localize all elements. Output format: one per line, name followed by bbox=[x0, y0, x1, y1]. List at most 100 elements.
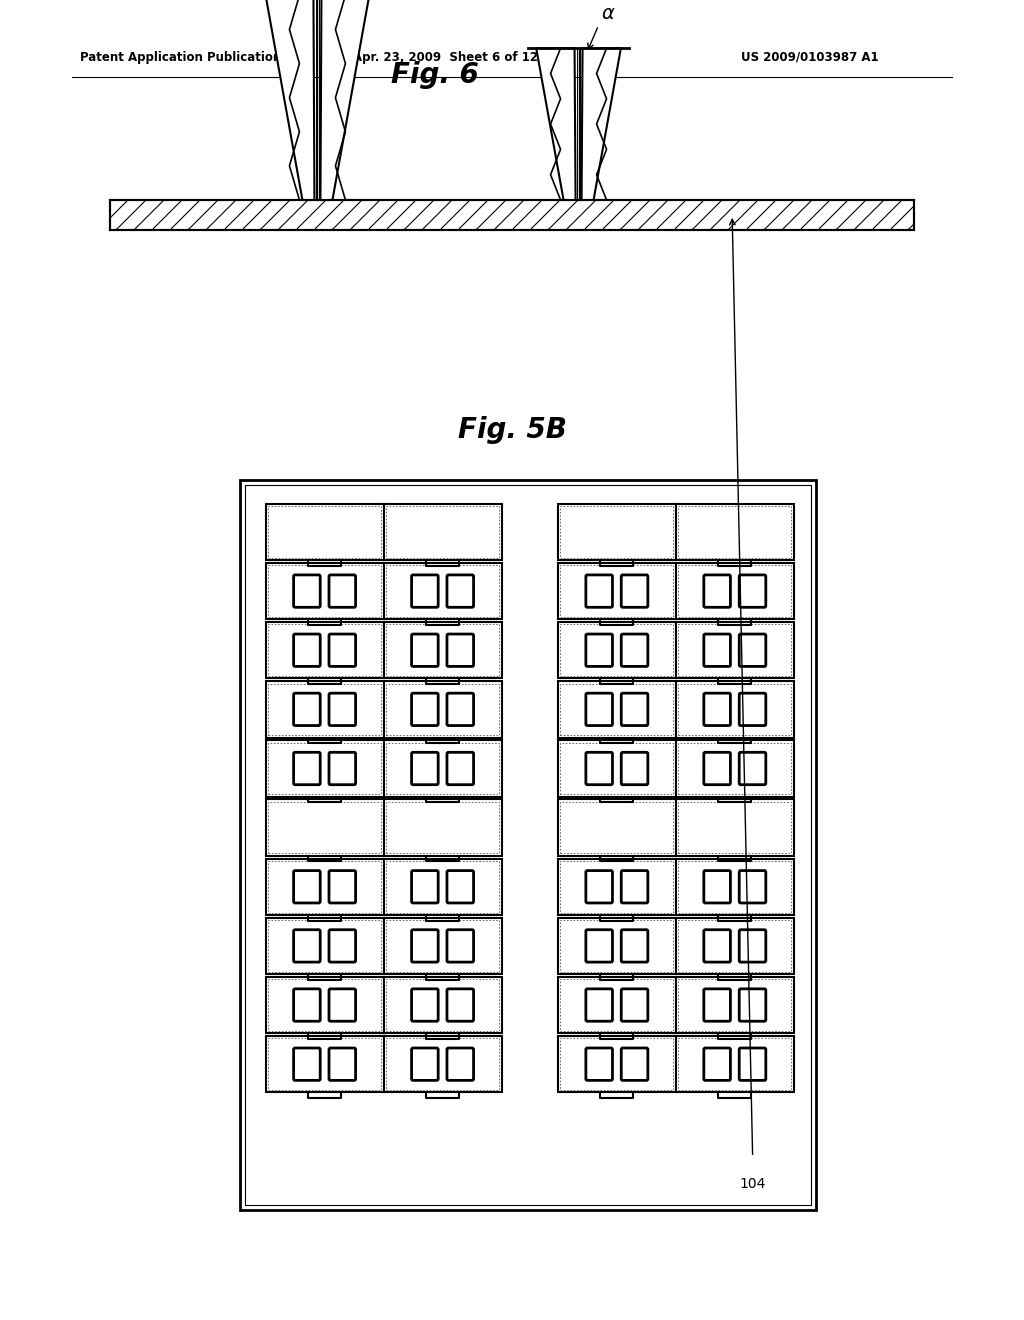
Bar bbox=[268, 979, 381, 1031]
Text: $\alpha$: $\alpha$ bbox=[601, 4, 615, 22]
FancyBboxPatch shape bbox=[412, 989, 438, 1022]
Bar bbox=[265, 917, 384, 974]
FancyBboxPatch shape bbox=[446, 693, 473, 726]
Bar bbox=[558, 858, 676, 915]
FancyBboxPatch shape bbox=[586, 929, 612, 962]
Bar bbox=[678, 801, 792, 854]
Bar bbox=[676, 562, 794, 619]
FancyBboxPatch shape bbox=[739, 929, 766, 962]
Bar bbox=[560, 624, 674, 676]
FancyBboxPatch shape bbox=[586, 634, 612, 667]
FancyBboxPatch shape bbox=[412, 929, 438, 962]
FancyBboxPatch shape bbox=[586, 1048, 612, 1080]
Polygon shape bbox=[537, 49, 575, 199]
FancyBboxPatch shape bbox=[294, 989, 321, 1022]
Bar bbox=[265, 504, 384, 560]
Bar bbox=[676, 800, 794, 855]
Bar bbox=[558, 917, 676, 974]
Bar bbox=[265, 800, 384, 855]
Bar bbox=[265, 977, 384, 1034]
Bar bbox=[386, 684, 499, 735]
FancyBboxPatch shape bbox=[294, 1048, 321, 1080]
FancyBboxPatch shape bbox=[412, 576, 438, 607]
Bar bbox=[386, 624, 499, 676]
Bar bbox=[386, 861, 499, 912]
Bar bbox=[268, 624, 381, 676]
FancyBboxPatch shape bbox=[446, 929, 473, 962]
Bar bbox=[265, 681, 384, 738]
Bar bbox=[268, 743, 381, 795]
Bar bbox=[384, 504, 502, 560]
Bar bbox=[560, 801, 674, 854]
Bar bbox=[265, 858, 384, 915]
FancyBboxPatch shape bbox=[329, 693, 355, 726]
FancyBboxPatch shape bbox=[329, 871, 355, 903]
Bar bbox=[558, 504, 676, 560]
Bar bbox=[676, 977, 794, 1034]
FancyBboxPatch shape bbox=[412, 634, 438, 667]
FancyBboxPatch shape bbox=[586, 576, 612, 607]
FancyBboxPatch shape bbox=[739, 1048, 766, 1080]
Bar bbox=[560, 979, 674, 1031]
FancyBboxPatch shape bbox=[703, 752, 730, 784]
Bar bbox=[560, 920, 674, 972]
FancyBboxPatch shape bbox=[294, 752, 321, 784]
Bar bbox=[384, 917, 502, 974]
FancyBboxPatch shape bbox=[703, 871, 730, 903]
FancyBboxPatch shape bbox=[294, 634, 321, 667]
Bar bbox=[268, 1039, 381, 1090]
Bar bbox=[386, 979, 499, 1031]
FancyBboxPatch shape bbox=[294, 871, 321, 903]
FancyBboxPatch shape bbox=[622, 693, 648, 726]
Bar bbox=[558, 977, 676, 1034]
FancyBboxPatch shape bbox=[329, 752, 355, 784]
FancyBboxPatch shape bbox=[446, 1048, 473, 1080]
Bar bbox=[558, 681, 676, 738]
Bar bbox=[560, 506, 674, 558]
Bar bbox=[386, 920, 499, 972]
Bar bbox=[678, 684, 792, 735]
FancyBboxPatch shape bbox=[412, 693, 438, 726]
Bar bbox=[386, 801, 499, 854]
Polygon shape bbox=[582, 49, 621, 199]
FancyBboxPatch shape bbox=[446, 634, 473, 667]
Bar bbox=[240, 480, 816, 1210]
FancyBboxPatch shape bbox=[703, 576, 730, 607]
Bar bbox=[676, 741, 794, 797]
Bar bbox=[560, 684, 674, 735]
FancyBboxPatch shape bbox=[622, 989, 648, 1022]
FancyBboxPatch shape bbox=[586, 752, 612, 784]
Bar bbox=[678, 920, 792, 972]
FancyBboxPatch shape bbox=[294, 693, 321, 726]
FancyBboxPatch shape bbox=[703, 693, 730, 726]
Bar bbox=[268, 861, 381, 912]
Bar bbox=[384, 622, 502, 678]
FancyBboxPatch shape bbox=[329, 576, 355, 607]
Bar bbox=[678, 565, 792, 616]
Bar bbox=[558, 1036, 676, 1093]
Polygon shape bbox=[265, 0, 314, 199]
FancyBboxPatch shape bbox=[446, 752, 473, 784]
FancyBboxPatch shape bbox=[739, 871, 766, 903]
Bar bbox=[386, 1039, 499, 1090]
FancyBboxPatch shape bbox=[622, 752, 648, 784]
Bar bbox=[676, 681, 794, 738]
Bar bbox=[265, 562, 384, 619]
FancyBboxPatch shape bbox=[622, 929, 648, 962]
Bar bbox=[676, 917, 794, 974]
FancyBboxPatch shape bbox=[703, 989, 730, 1022]
FancyBboxPatch shape bbox=[329, 989, 355, 1022]
Bar bbox=[384, 800, 502, 855]
FancyBboxPatch shape bbox=[329, 929, 355, 962]
Bar bbox=[560, 565, 674, 616]
FancyBboxPatch shape bbox=[739, 693, 766, 726]
FancyBboxPatch shape bbox=[739, 634, 766, 667]
Bar bbox=[678, 506, 792, 558]
Bar bbox=[386, 743, 499, 795]
Bar bbox=[384, 741, 502, 797]
Bar bbox=[265, 622, 384, 678]
Bar bbox=[110, 199, 914, 230]
Bar bbox=[558, 622, 676, 678]
FancyBboxPatch shape bbox=[739, 989, 766, 1022]
Text: US 2009/0103987 A1: US 2009/0103987 A1 bbox=[741, 51, 879, 63]
